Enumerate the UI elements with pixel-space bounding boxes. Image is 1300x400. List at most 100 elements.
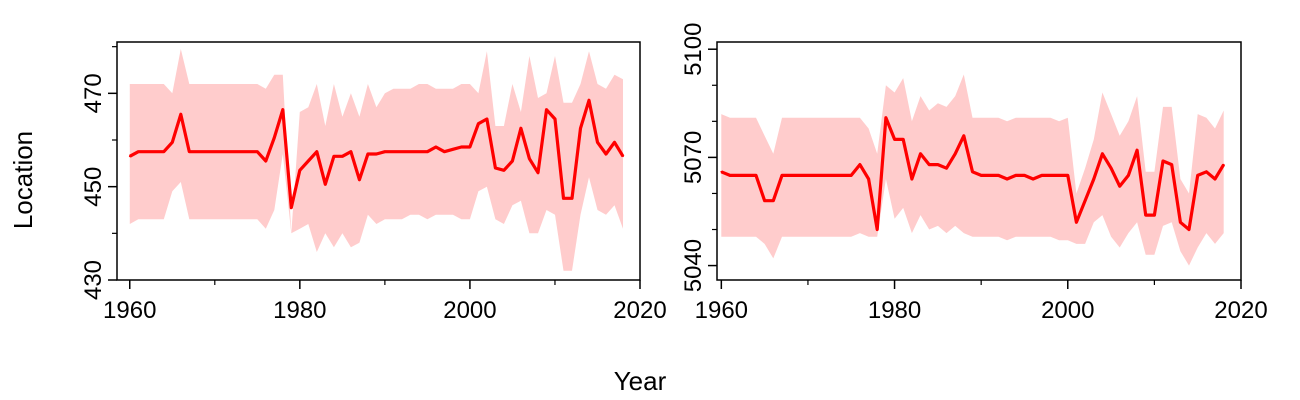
data-point bbox=[179, 113, 182, 116]
data-point bbox=[230, 150, 233, 153]
data-point bbox=[763, 199, 766, 202]
data-point bbox=[1058, 174, 1060, 177]
data-point bbox=[1196, 174, 1199, 177]
y-tick-label: 450 bbox=[80, 167, 107, 207]
data-point bbox=[1014, 174, 1017, 177]
data-point bbox=[545, 108, 548, 111]
data-point bbox=[503, 169, 505, 172]
data-point bbox=[469, 146, 471, 148]
x-tick-label: 1980 bbox=[868, 297, 921, 324]
data-point bbox=[911, 178, 913, 180]
data-point bbox=[850, 174, 853, 177]
data-point bbox=[1127, 174, 1130, 177]
y-axis-title: Location bbox=[8, 131, 38, 229]
data-point bbox=[222, 150, 225, 153]
data-point bbox=[528, 157, 531, 160]
plot-frame bbox=[716, 41, 1242, 281]
data-point bbox=[162, 150, 165, 153]
data-point bbox=[613, 141, 616, 144]
y-tick-label: 430 bbox=[80, 260, 107, 300]
x-tick-label: 1960 bbox=[103, 297, 156, 324]
data-point bbox=[264, 160, 267, 162]
data-point bbox=[1023, 174, 1026, 177]
x-axis-title: Year bbox=[614, 366, 667, 396]
data-point bbox=[954, 152, 957, 155]
data-point bbox=[196, 150, 199, 153]
data-point bbox=[622, 155, 624, 158]
data-point bbox=[1066, 174, 1069, 177]
data-point bbox=[494, 167, 497, 169]
data-point bbox=[867, 178, 870, 180]
data-point bbox=[772, 199, 775, 202]
data-point bbox=[401, 150, 403, 153]
data-point bbox=[1144, 214, 1147, 217]
data-point bbox=[1075, 221, 1078, 224]
data-point bbox=[1032, 178, 1034, 180]
data-point bbox=[1179, 221, 1182, 224]
data-point bbox=[1118, 185, 1121, 188]
data-point bbox=[350, 150, 352, 153]
data-point bbox=[239, 150, 242, 153]
data-point bbox=[1153, 214, 1156, 217]
data-point bbox=[579, 127, 582, 130]
data-point bbox=[537, 171, 539, 174]
data-point bbox=[807, 174, 809, 177]
x-tick-label: 2000 bbox=[1041, 297, 1094, 324]
data-point bbox=[815, 174, 818, 177]
x-tick-label: 1960 bbox=[695, 297, 748, 324]
data-point bbox=[893, 138, 896, 141]
right-chart-panel: 1960 1980 2000 2020 5040 5070 5100 bbox=[680, 23, 1268, 324]
x-tick-label: 2020 bbox=[613, 297, 666, 324]
data-point bbox=[247, 150, 250, 153]
data-point bbox=[188, 150, 191, 153]
data-point bbox=[367, 153, 369, 155]
data-point bbox=[171, 141, 174, 144]
data-point bbox=[1092, 178, 1095, 180]
data-point bbox=[859, 163, 861, 166]
data-point bbox=[384, 150, 386, 153]
data-point bbox=[588, 99, 590, 102]
data-point bbox=[746, 174, 749, 177]
data-point bbox=[375, 153, 378, 155]
y-tick-label: 470 bbox=[80, 73, 107, 113]
data-point bbox=[358, 178, 361, 181]
data-point bbox=[256, 150, 259, 153]
data-point bbox=[443, 150, 446, 153]
data-point bbox=[1040, 174, 1043, 177]
data-point bbox=[1205, 170, 1208, 173]
data-point bbox=[755, 174, 757, 177]
data-point bbox=[562, 197, 565, 200]
data-point bbox=[988, 174, 991, 177]
data-point bbox=[460, 146, 463, 148]
data-point bbox=[798, 174, 801, 177]
data-point bbox=[945, 167, 948, 170]
plot-frame bbox=[116, 41, 641, 281]
data-point bbox=[937, 163, 939, 166]
data-point bbox=[418, 150, 420, 153]
data-point bbox=[333, 155, 335, 158]
data-point bbox=[435, 146, 437, 148]
left-chart-panel: 1960 1980 2000 2020 430 450 470 bbox=[80, 41, 667, 324]
data-point bbox=[885, 116, 887, 119]
data-point bbox=[962, 134, 965, 137]
data-point bbox=[273, 136, 276, 139]
data-point bbox=[392, 150, 395, 153]
data-point bbox=[919, 152, 922, 155]
data-point bbox=[426, 150, 429, 153]
data-point bbox=[281, 108, 284, 111]
data-point bbox=[876, 228, 879, 231]
data-point bbox=[902, 138, 905, 141]
data-point bbox=[290, 206, 293, 209]
data-point bbox=[789, 174, 792, 177]
data-point bbox=[520, 127, 522, 130]
data-point bbox=[997, 174, 1000, 177]
data-point bbox=[1136, 149, 1138, 152]
data-point bbox=[409, 150, 412, 153]
data-point bbox=[1006, 178, 1008, 180]
y-tick-label: 5040 bbox=[680, 239, 707, 292]
data-point bbox=[1162, 160, 1164, 162]
data-point bbox=[1110, 167, 1112, 170]
data-point bbox=[1214, 178, 1216, 180]
confidence-band bbox=[129, 49, 624, 271]
